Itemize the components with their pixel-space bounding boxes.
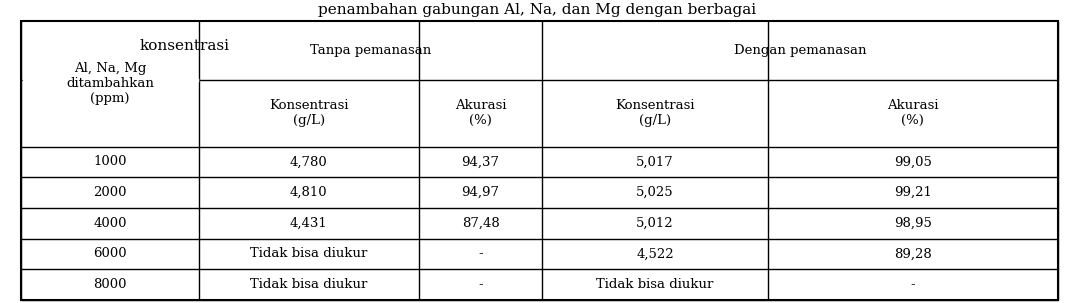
Text: 5,025: 5,025 — [636, 186, 674, 199]
Text: Tanpa pemanasan: Tanpa pemanasan — [310, 44, 431, 57]
Text: -: - — [911, 278, 915, 291]
Text: 4,522: 4,522 — [636, 248, 674, 261]
Text: Tidak bisa diukur: Tidak bisa diukur — [250, 248, 367, 261]
Text: 94,37: 94,37 — [462, 155, 499, 168]
Text: 94,97: 94,97 — [462, 186, 499, 199]
Text: 89,28: 89,28 — [894, 248, 932, 261]
Text: Al, Na, Mg
ditambahkan
(ppm): Al, Na, Mg ditambahkan (ppm) — [67, 62, 154, 105]
Text: 4,431: 4,431 — [290, 217, 328, 230]
Text: 4000: 4000 — [93, 217, 127, 230]
Text: 6000: 6000 — [93, 248, 127, 261]
Text: 5,012: 5,012 — [636, 217, 674, 230]
Text: -: - — [478, 278, 483, 291]
Text: 8000: 8000 — [93, 278, 127, 291]
Text: Konsentrasi
(g/L): Konsentrasi (g/L) — [268, 99, 349, 127]
Text: Konsentrasi
(g/L): Konsentrasi (g/L) — [615, 99, 695, 127]
Text: 99,05: 99,05 — [894, 155, 932, 168]
Text: Tidak bisa diukur: Tidak bisa diukur — [250, 278, 367, 291]
Text: Dengan pemanasan: Dengan pemanasan — [734, 44, 867, 57]
Text: Akurasi
(%): Akurasi (%) — [455, 99, 506, 127]
Text: konsentrasi: konsentrasi — [140, 39, 230, 53]
Text: 98,95: 98,95 — [894, 217, 932, 230]
Text: 4,780: 4,780 — [290, 155, 328, 168]
Text: 2000: 2000 — [93, 186, 127, 199]
Text: Akurasi
(%): Akurasi (%) — [887, 99, 939, 127]
Text: -: - — [478, 248, 483, 261]
Text: 1000: 1000 — [93, 155, 127, 168]
Text: 87,48: 87,48 — [462, 217, 499, 230]
Text: 4,810: 4,810 — [290, 186, 328, 199]
Text: 5,017: 5,017 — [636, 155, 674, 168]
Text: 99,21: 99,21 — [894, 186, 932, 199]
Text: Tidak bisa diukur: Tidak bisa diukur — [596, 278, 714, 291]
Text: penambahan gabungan Al, Na, dan Mg dengan berbagai: penambahan gabungan Al, Na, dan Mg denga… — [318, 3, 756, 17]
